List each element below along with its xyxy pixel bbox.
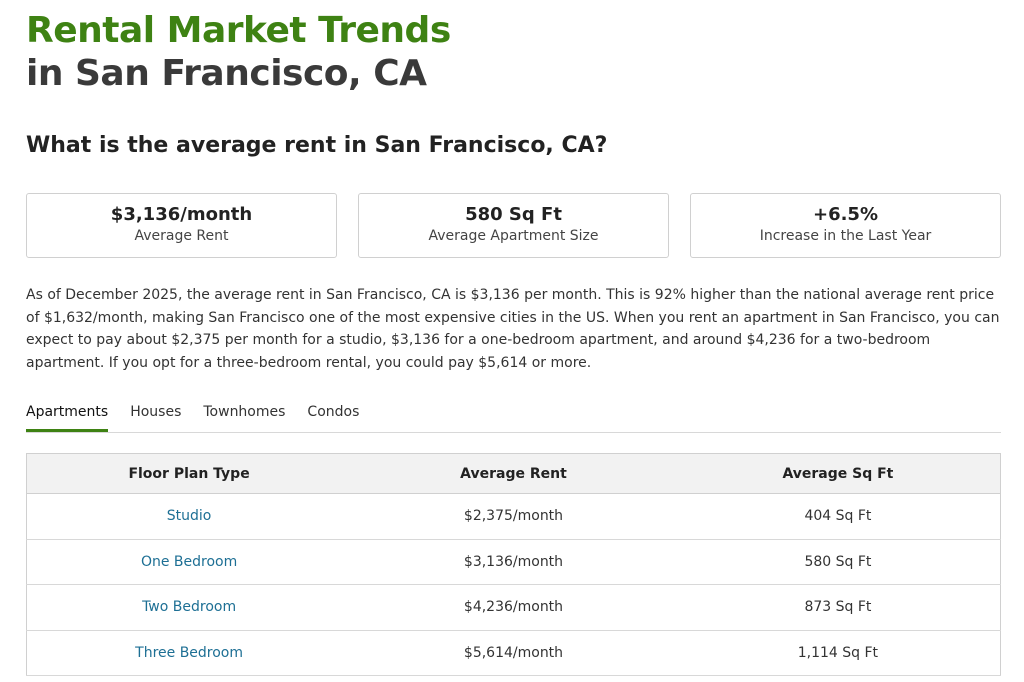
stat-label: Increase in the Last Year [759,228,932,244]
tab[interactable]: Houses [130,404,182,420]
table-row: Three Bedroom $5,614/month 1,114 Sq Ft [26,630,1001,676]
stat-card: +6.5% Increase in the Last Year [690,193,1001,258]
table-row: Two Bedroom $4,236/month 873 Sq Ft [26,584,1001,631]
table-cell: $5,614/month [351,630,676,676]
table-cell: 873 Sq Ft [675,584,1001,631]
column-header: Floor Plan Type [26,453,352,494]
stat-card: 580 Sq Ft Average Apartment Size [358,193,669,258]
stat-value: +6.5% [812,204,878,225]
floor-plan-link[interactable]: Three Bedroom [26,630,352,676]
stat-label: Average Apartment Size [428,228,599,244]
stats-row: $3,136/month Average Rent 580 Sq Ft Average… [26,193,1001,258]
table-cell: $3,136/month [351,539,676,585]
table-cell: 404 Sq Ft [675,493,1001,540]
stat-card: $3,136/month Average Rent [26,193,337,258]
table-row: Studio $2,375/month 404 Sq Ft [26,493,1001,540]
column-header: Average Sq Ft [675,453,1001,494]
floor-plan-link[interactable]: Studio [26,493,352,540]
description: As of December 2025, the average rent in… [26,287,1000,372]
stat-label: Average Rent [134,228,229,244]
rent-table: Floor Plan Type Average Rent Average Sq Ft… [26,453,1001,676]
question-heading: What is the average rent in San Francisc… [26,133,608,158]
tab[interactable]: Condos [307,404,360,420]
title-line: Rental Market Trends [26,10,451,51]
table-cell: 1,114 Sq Ft [675,630,1001,676]
table-row: One Bedroom $3,136/month 580 Sq Ft [26,539,1001,585]
tab[interactable]: Apartments [26,400,109,432]
tab-bar: Apartments Houses Townhomes Condos [26,400,1001,433]
header-row: Floor Plan Type Average Rent Average Sq Ft [26,453,1001,494]
title-line: in San Francisco, CA [26,53,427,94]
floor-plan-link[interactable]: Two Bedroom [26,584,352,631]
tab[interactable]: Townhomes [203,404,286,420]
floor-plan-link[interactable]: One Bedroom [26,539,352,585]
stat-value: $3,136/month [110,204,253,225]
table-cell: $2,375/month [351,493,676,540]
stat-value: 580 Sq Ft [465,204,562,225]
table-cell: $4,236/month [351,584,676,631]
column-header: Average Rent [351,453,676,494]
table-cell: 580 Sq Ft [675,539,1001,585]
